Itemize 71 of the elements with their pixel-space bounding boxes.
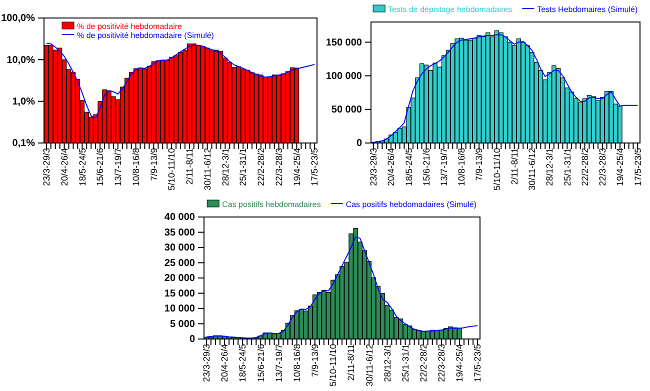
x-tick-label: 25/1-31/1 [400, 344, 410, 382]
x-tick-label: 22/2-28/2 [580, 148, 590, 186]
x-tick-label: 20/4-26/4 [386, 148, 396, 186]
y-tick-label: 35 000 [164, 227, 196, 238]
x-tick-label: 13/7-19/7 [113, 148, 124, 186]
x-tick-label: 22/3-28/3 [598, 148, 608, 186]
x-tick-label: 7/9-13/9 [474, 148, 484, 182]
y-tick-label: 15 000 [164, 288, 196, 300]
y-tick-label: 30 000 [164, 242, 196, 254]
x-tick-label: 28/12-3/1 [382, 344, 392, 382]
y-tick-label: 10,0% [6, 54, 36, 66]
x-tick-label: 20/4-26/4 [59, 148, 70, 186]
x-tick-label: 2/11-8/11 [346, 344, 356, 381]
x-tick-label: 7/9-13/9 [148, 148, 159, 182]
x-tick-label: 2/11-8/11 [509, 148, 520, 185]
x-tick-label: 22/3-28/3 [436, 344, 447, 382]
y-tick-label: 1,0% [12, 96, 36, 108]
y-tick-label: 0 [356, 138, 362, 150]
legend-label: Tests Hebdomaires (Simulé) [537, 5, 638, 14]
legend-label: % de positivité hebdomadaire [77, 22, 183, 31]
x-tick-label: 15/6-21/6 [95, 148, 106, 186]
x-tick-label: 5/10-11/10 [166, 148, 177, 190]
legend-label: Cas positifs hebdomadaires (Simulé) [346, 200, 477, 209]
x-tick-label: 10/8-16/8 [130, 148, 141, 186]
y-tick-label: 20 000 [164, 273, 196, 284]
x-tick-label: 25/1-31/1 [238, 148, 248, 186]
legend-label: % de positivité hebdomadaire (Simulé) [77, 31, 214, 40]
x-tick-label: 23/3-29/3 [42, 148, 52, 186]
legend-label: Tests de dépistage hebdomadaires [388, 5, 512, 14]
y-tick-label: 100 000 [326, 70, 362, 82]
y-tick-label: 100,0% [1, 13, 36, 24]
x-tick-label: 2/11-8/11 [184, 148, 195, 185]
x-tick-label: 5/10-11/10 [492, 148, 502, 190]
x-tick-label: 17/5-23/5 [472, 344, 483, 382]
x-tick-label: 19/4-25/4 [292, 148, 302, 186]
x-tick-label: 7/9-13/9 [310, 344, 320, 378]
x-tick-label: 22/3-28/3 [274, 148, 284, 186]
x-tick-label: 19/4-25/4 [615, 148, 626, 186]
y-tick-label: 5 000 [170, 318, 196, 330]
x-tick-label: 22/2-28/2 [256, 148, 266, 186]
x-tick-label: 20/4-26/4 [220, 344, 230, 382]
x-tick-label: 15/6-21/6 [256, 344, 266, 382]
y-tick-label: 10 000 [164, 304, 196, 315]
y-tick-label: 0 [189, 334, 196, 346]
legend-label: Cas positifs hebdomadaires [222, 200, 321, 209]
x-tick-label: 30/11-6/12 [202, 148, 212, 190]
x-tick-label: 18/5-24/5 [238, 344, 248, 382]
x-tick-label: 17/5-23/5 [310, 148, 320, 186]
x-tick-label: 25/1-31/1 [562, 148, 572, 186]
x-tick-label: 13/7-19/7 [438, 148, 449, 186]
x-tick-label: 10/8-16/8 [292, 344, 302, 382]
x-tick-label: 28/12-3/1 [544, 148, 555, 186]
y-tick-label: 150 000 [326, 37, 362, 48]
x-tick-label: 18/5-24/5 [77, 148, 88, 186]
y-tick-label: 0,1% [12, 138, 36, 150]
x-tick-label: 17/5-23/5 [632, 148, 643, 186]
x-tick-label: 23/3-29/3 [368, 148, 379, 186]
x-tick-label: 28/12-3/1 [220, 148, 230, 186]
y-tick-label: 50 000 [331, 104, 362, 116]
x-tick-label: 22/2-28/2 [418, 344, 428, 382]
x-tick-label: 23/3-29/3 [202, 344, 212, 382]
y-tick-label: 25 000 [164, 258, 196, 269]
x-tick-label: 15/6-21/6 [421, 148, 432, 186]
x-tick-label: 19/4-25/4 [454, 344, 465, 382]
y-tick-label: 40 000 [164, 212, 196, 224]
x-tick-label: 30/11-6/12 [364, 344, 374, 386]
x-tick-label: 18/5-24/5 [404, 148, 414, 186]
x-tick-label: 10/8-16/8 [456, 148, 467, 186]
x-tick-label: 5/10-11/10 [328, 344, 338, 386]
x-tick-label: 30/11-6/12 [527, 148, 538, 190]
x-tick-label: 13/7-19/7 [274, 344, 284, 382]
